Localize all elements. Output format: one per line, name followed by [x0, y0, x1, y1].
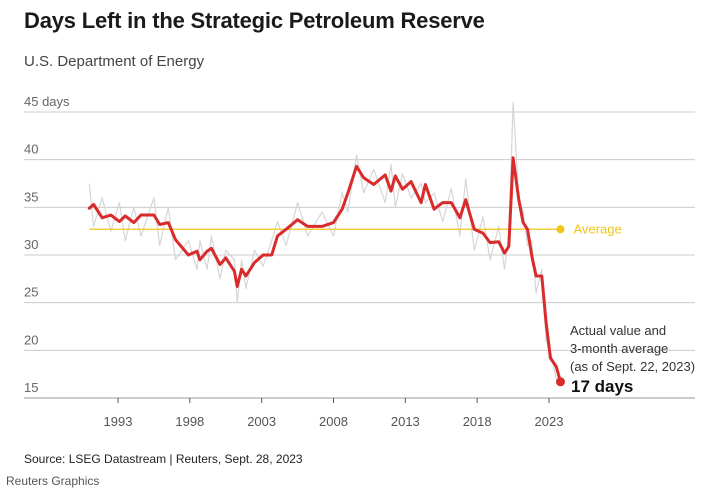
- x-tick-label: 2018: [463, 414, 492, 429]
- annotation-line-2: 3-month average: [570, 341, 668, 356]
- source-note: Source: LSEG Datastream | Reuters, Sept.…: [24, 452, 303, 466]
- y-tick-label: 40: [24, 142, 38, 157]
- latest-value-marker: [555, 377, 565, 387]
- y-tick-label: 35: [24, 189, 38, 204]
- x-tick-label: 1993: [104, 414, 133, 429]
- y-tick-label: 25: [24, 285, 38, 300]
- annotation-value: 17 days: [571, 377, 633, 396]
- x-tick-label: 2003: [247, 414, 276, 429]
- three-month-average-line: [87, 156, 562, 384]
- y-axis-labels: 15 20 25 30 35 40 45 days: [24, 94, 70, 395]
- y-tick-label: 20: [24, 332, 38, 347]
- x-tick-label: 2013: [391, 414, 420, 429]
- credit: Reuters Graphics: [6, 474, 100, 488]
- x-tick-label: 2023: [535, 414, 564, 429]
- annotation: Actual value and 3-month average (as of …: [570, 323, 695, 396]
- chart-title: Days Left in the Strategic Petroleum Res…: [24, 8, 485, 33]
- average-marker: [556, 225, 565, 234]
- x-tick-label: 2008: [319, 414, 348, 429]
- average-label: Average: [573, 221, 621, 236]
- x-axis: 1993 1998 2003 2008 2013 2018 2023: [104, 398, 564, 429]
- y-tick-label: 15: [24, 380, 38, 395]
- y-tick-label: 30: [24, 237, 38, 252]
- gridlines: [24, 111, 695, 399]
- chart-subtitle: U.S. Department of Energy: [24, 53, 205, 70]
- x-tick-label: 1998: [175, 414, 204, 429]
- annotation-line-3: (as of Sept. 22, 2023): [570, 359, 695, 374]
- annotation-line-1: Actual value and: [570, 323, 666, 338]
- y-tick-label: 45 days: [24, 94, 70, 109]
